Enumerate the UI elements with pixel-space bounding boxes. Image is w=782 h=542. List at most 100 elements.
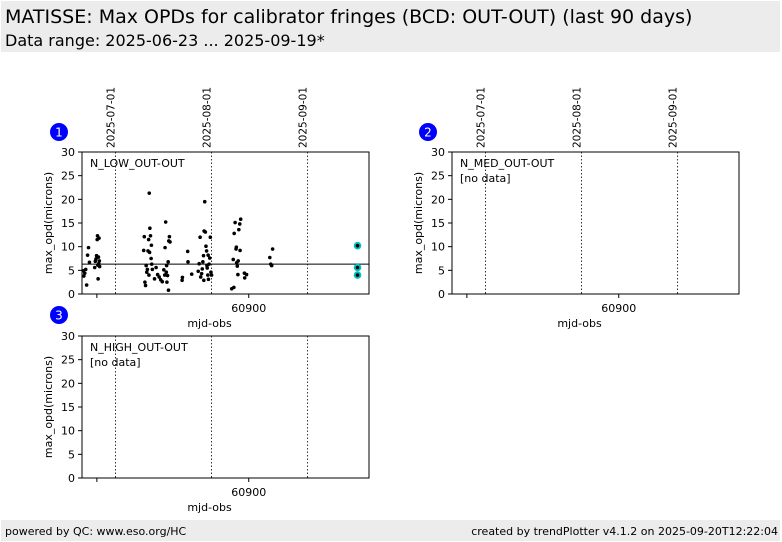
data-point	[92, 265, 97, 270]
y-tick-label: 25	[431, 170, 445, 183]
data-point	[96, 261, 101, 266]
data-point	[180, 278, 184, 283]
data-point	[148, 233, 153, 238]
data-point	[232, 285, 236, 290]
y-tick-label: 25	[61, 170, 75, 183]
y-tick-label: 10	[61, 425, 75, 438]
y-tick-label: 5	[438, 264, 445, 277]
date-marker-label: 2025-08-01	[572, 87, 584, 148]
data-point	[146, 237, 151, 242]
plot-frame	[451, 151, 740, 295]
data-point	[237, 227, 241, 232]
y-tick-label: 0	[68, 288, 75, 301]
panel-number-label: 1	[55, 126, 63, 140]
data-point	[208, 235, 213, 239]
panel-label: N_LOW_OUT-OUT	[90, 157, 185, 170]
data-point	[202, 278, 206, 283]
data-point	[82, 274, 86, 278]
data-point	[164, 270, 169, 275]
data-point	[166, 288, 171, 293]
data-point	[83, 267, 88, 272]
data-point	[167, 234, 172, 239]
data-point	[149, 243, 154, 248]
y-tick-label: 0	[68, 472, 75, 485]
date-marker-label: 2025-09-01	[668, 87, 680, 148]
data-point	[163, 245, 167, 250]
data-point	[147, 191, 152, 195]
panel-label: N_HIGH_OUT-OUT	[90, 341, 188, 354]
data-point	[149, 262, 154, 266]
data-point	[231, 257, 236, 262]
y-tick-label: 10	[61, 241, 75, 254]
panel-note: [no data]	[460, 172, 511, 185]
data-point	[189, 272, 194, 276]
data-point	[149, 256, 153, 261]
y-tick-label: 20	[431, 193, 445, 206]
data-point	[82, 271, 87, 275]
data-point	[205, 263, 209, 268]
panel-number-label: 3	[55, 309, 63, 323]
data-point	[163, 220, 168, 224]
y-tick-label: 25	[61, 354, 75, 367]
y-tick-label: 5	[68, 264, 75, 277]
latest-point	[355, 243, 360, 248]
latest-point	[355, 273, 360, 277]
data-point	[147, 250, 152, 255]
y-tick-label: 15	[431, 217, 445, 230]
data-point	[150, 267, 155, 272]
latest-point	[355, 265, 360, 270]
y-tick-label: 5	[68, 448, 75, 461]
data-point	[201, 260, 205, 264]
y-tick-label: 15	[61, 217, 75, 230]
header-bar: MATISSE: Max OPDs for calibrator fringes…	[1, 1, 780, 52]
data-point	[185, 249, 190, 254]
y-axis-label: max_opd(microns)	[42, 356, 55, 458]
data-point	[143, 283, 148, 288]
data-point	[238, 217, 243, 222]
data-point	[157, 275, 161, 279]
data-point	[96, 255, 101, 259]
y-axis-label: max_opd(microns)	[42, 172, 55, 274]
data-point	[144, 263, 148, 268]
panel-note: [no data]	[90, 356, 141, 369]
data-point	[168, 240, 172, 244]
x-tick-label: 60900	[601, 302, 636, 315]
y-tick-label: 0	[438, 288, 445, 301]
footer-credit[interactable]: powered by QC: www.eso.org/HC	[5, 525, 187, 538]
y-tick-label: 30	[61, 146, 75, 159]
data-point	[162, 273, 167, 277]
data-point	[97, 259, 102, 263]
panel-number-badge	[50, 306, 68, 324]
data-point	[152, 277, 157, 281]
data-point	[242, 276, 247, 280]
data-point	[147, 273, 151, 277]
y-tick-label: 20	[61, 377, 75, 390]
y-tick-label: 10	[431, 241, 445, 254]
page-subtitle: Data range: 2025-06-23 ... 2025-09-19*	[5, 31, 325, 50]
panel-1: 1 2025-07-01 2025-08-01 2025-09-01 0 5 10 15 20 2…	[42, 87, 370, 330]
data-point	[232, 231, 236, 236]
plot-frame	[81, 335, 370, 479]
data-point	[164, 263, 169, 268]
y-tick-label: 30	[431, 146, 445, 159]
data-point	[207, 256, 212, 260]
panel-2: 2 2025-07-01 2025-08-01 2025-09-01 0 5 10 15 20 2…	[412, 87, 740, 330]
panel-number-label: 2	[424, 126, 432, 140]
data-point	[87, 260, 92, 265]
panel-3: 305101520253060900mjd-obsmax_opd(microns…	[42, 306, 370, 514]
data-point	[148, 226, 152, 231]
y-tick-label: 15	[61, 401, 75, 414]
x-axis-label: mjd-obs	[187, 317, 232, 330]
date-marker-label: 2025-07-01	[105, 87, 117, 148]
data-point	[209, 270, 213, 275]
data-point	[96, 277, 100, 281]
data-point	[238, 248, 242, 253]
data-point	[270, 247, 275, 251]
data-point	[186, 260, 190, 264]
y-tick-label: 20	[61, 193, 75, 206]
data-point	[97, 264, 102, 269]
data-point	[166, 260, 170, 264]
data-point	[143, 280, 147, 284]
date-marker-label: 2025-09-01	[298, 87, 310, 148]
